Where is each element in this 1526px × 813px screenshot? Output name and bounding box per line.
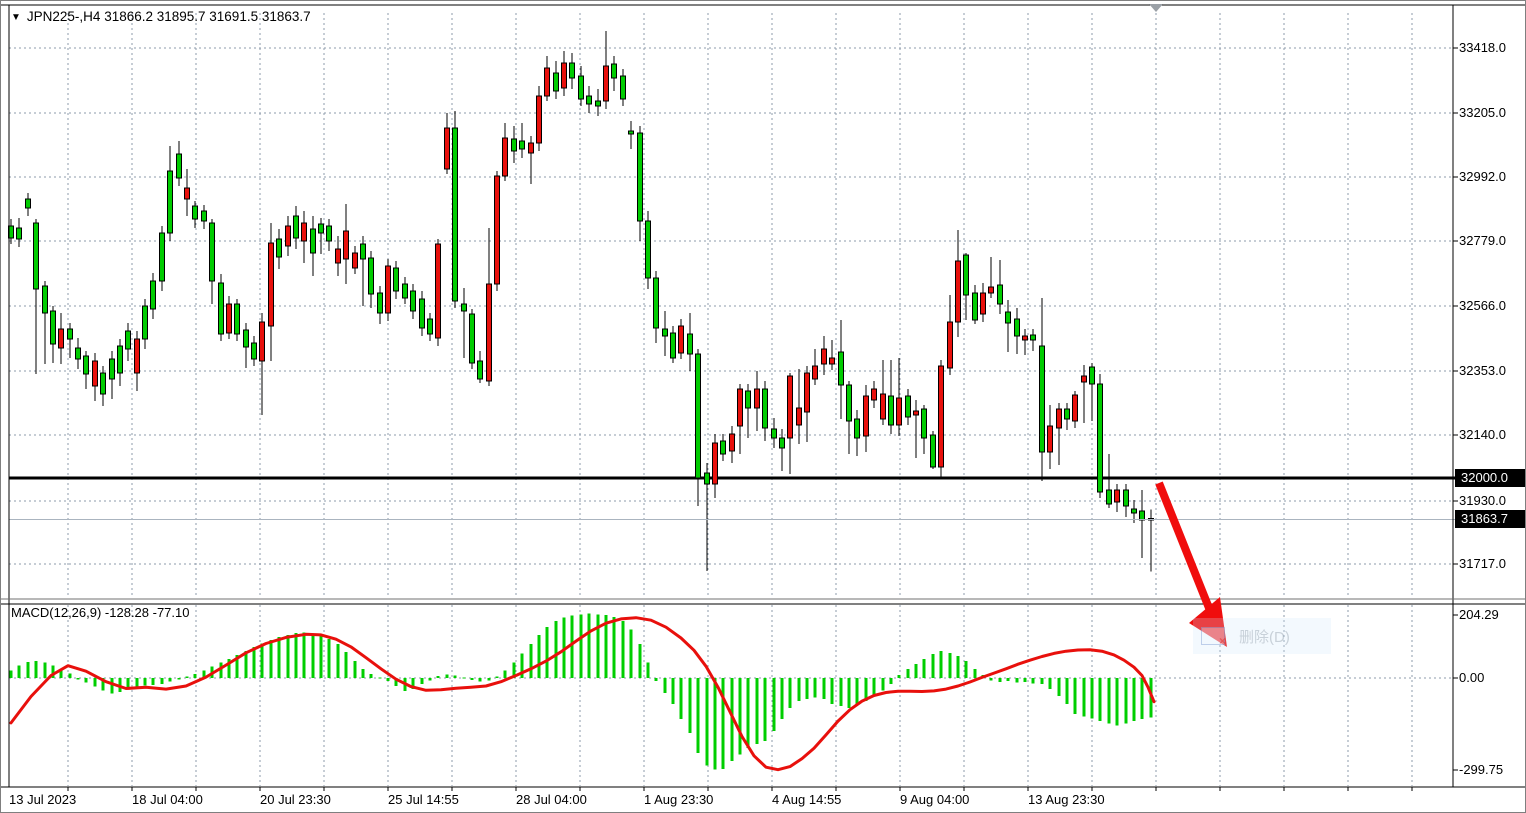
price-axis[interactable]: 33418.0 33205.0 32992.0 32779.0 32566.0 32353… — [1457, 1, 1525, 812]
price-axis-label: 32140.0 — [1459, 427, 1506, 442]
price-chip-32000: 32000.0 — [1455, 468, 1525, 487]
macd-signal-line — [9, 616, 1156, 772]
symbol-dropdown-icon[interactable]: ▼ — [11, 12, 21, 23]
time-axis-label: 9 Aug 04:00 — [900, 792, 970, 807]
price-axis-label: 33205.0 — [1459, 105, 1506, 120]
autoscroll-triangle-icon[interactable] — [1149, 4, 1163, 12]
time-axis-label: 1 Aug 23:30 — [644, 792, 714, 807]
time-axis-label: 13 Jul 2023 — [9, 792, 77, 807]
price-chip-bid: 31863.7 — [1455, 510, 1525, 529]
price-axis-label: 32566.0 — [1459, 298, 1506, 313]
time-axis-label: 28 Jul 04:00 — [516, 792, 587, 807]
price-axis-label: 204.29 — [1459, 607, 1499, 622]
price-axis-label: 31717.0 — [1459, 556, 1506, 571]
candles — [8, 31, 1154, 572]
time-axis-label: 4 Aug 14:55 — [772, 792, 842, 807]
macd-indicator-label: MACD(12,26,9) -128.28 -77.10 — [11, 605, 190, 620]
price-axis-label: 0.00 — [1459, 670, 1485, 685]
price-axis-label: 32992.0 — [1459, 169, 1506, 184]
ghost-context-menu: 删除(D) — [1193, 618, 1331, 654]
price-axis-label: 32353.0 — [1459, 363, 1506, 378]
symbol-ohlc-text: JPN225-,H4 31866.2 31895.7 31691.5 31863… — [26, 9, 311, 24]
time-axis-label: 13 Aug 23:30 — [1028, 792, 1105, 807]
price-axis-label: 33418.0 — [1459, 40, 1506, 55]
ghost-delete-label: 删除(D) — [1239, 628, 1290, 646]
price-axis-label: -299.75 — [1459, 762, 1504, 777]
time-axis-label: 18 Jul 04:00 — [132, 792, 203, 807]
ghost-delete-icon — [1201, 627, 1226, 648]
chart-frame — [1, 4, 1525, 788]
price-axis-label: 31930.0 — [1459, 493, 1506, 508]
time-axis-label: 20 Jul 23:30 — [260, 792, 331, 807]
chart-title: ▼ JPN225-,H4 31866.2 31895.7 31691.5 3186… — [11, 9, 311, 24]
price-axis-label: 32779.0 — [1459, 233, 1506, 248]
grid-lines — [9, 13, 1453, 791]
time-axis[interactable]: 13 Jul 2023 18 Jul 04:00 20 Jul 23:30 25 Ju… — [1, 790, 1525, 812]
time-axis-label: 25 Jul 14:55 — [388, 792, 459, 807]
